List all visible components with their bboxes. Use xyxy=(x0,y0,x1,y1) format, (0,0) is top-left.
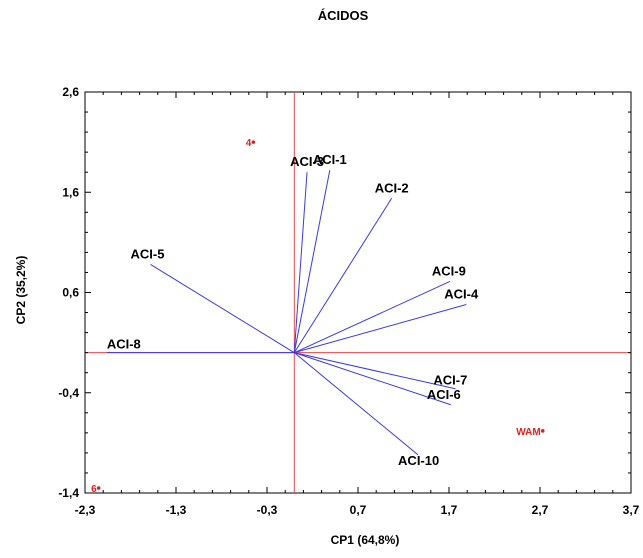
plot-frame xyxy=(84,91,632,494)
x-tick-label: -1,3 xyxy=(166,503,187,517)
vector-label-aci-1: ACI-1 xyxy=(313,152,347,167)
y-tick-label: -0,4 xyxy=(58,386,79,400)
y-tick-label: 0,6 xyxy=(62,286,79,300)
vector-label-aci-2: ACI-2 xyxy=(375,180,409,195)
observation-point-wam xyxy=(540,429,545,433)
vector-label-aci-8: ACI-8 xyxy=(107,337,141,352)
y-axis-label: CP2 (35,2%) xyxy=(14,256,28,325)
vector-aci-9 xyxy=(294,281,451,354)
observation-point-4 xyxy=(251,140,256,144)
y-tick-label: 1,6 xyxy=(62,185,79,199)
observation-label-4: 4 xyxy=(246,138,252,149)
vector-label-aci-5: ACI-5 xyxy=(131,246,165,261)
vector-aci-3 xyxy=(293,172,308,353)
tick-labels: -2,3 -1,3 -0,3 0,7 1,7 2,7 3,7 -1,4 -0,4 0,6 1,6 2,… xyxy=(58,85,639,517)
observation-label-6: 6 xyxy=(91,484,97,495)
x-axis-label: CP1 (64,8%) xyxy=(331,533,400,547)
vector-aci-1 xyxy=(293,170,331,353)
vector-label-aci-7: ACI-7 xyxy=(433,373,467,388)
vector-aci-6 xyxy=(294,352,451,406)
reference-lines xyxy=(85,92,631,493)
chart-title: ÁCIDOS xyxy=(318,8,369,23)
observation-label-wam: WAM xyxy=(516,427,540,438)
observation-points: 4 WAM 6 xyxy=(91,138,545,495)
vector-label-aci-10: ACI-10 xyxy=(398,453,439,468)
y-tick-label: 2,6 xyxy=(62,85,79,99)
x-tick-label: 3,7 xyxy=(623,503,640,517)
loading-vectors xyxy=(106,170,467,456)
x-tick-label: -0,3 xyxy=(257,503,278,517)
x-tick-label: -2,3 xyxy=(75,503,96,517)
vector-label-aci-9: ACI-9 xyxy=(432,263,466,278)
y-tick-label: -1,4 xyxy=(58,486,79,500)
vector-label-aci-4: ACI-4 xyxy=(444,287,479,302)
vector-label-aci-6: ACI-6 xyxy=(427,387,461,402)
x-tick-label: 1,7 xyxy=(441,503,458,517)
vector-aci-5 xyxy=(150,264,295,354)
vector-aci-2 xyxy=(293,197,393,353)
vector-label-aci-3: ACI-3 xyxy=(290,154,324,169)
x-tick-label: 0,7 xyxy=(350,503,367,517)
x-tick-label: 2,7 xyxy=(532,503,549,517)
vector-aci-10 xyxy=(293,352,419,456)
axis-ticks xyxy=(84,91,632,494)
vector-aci-4 xyxy=(294,304,467,354)
observation-point-6 xyxy=(96,486,101,490)
vector-aci-7 xyxy=(294,352,456,390)
